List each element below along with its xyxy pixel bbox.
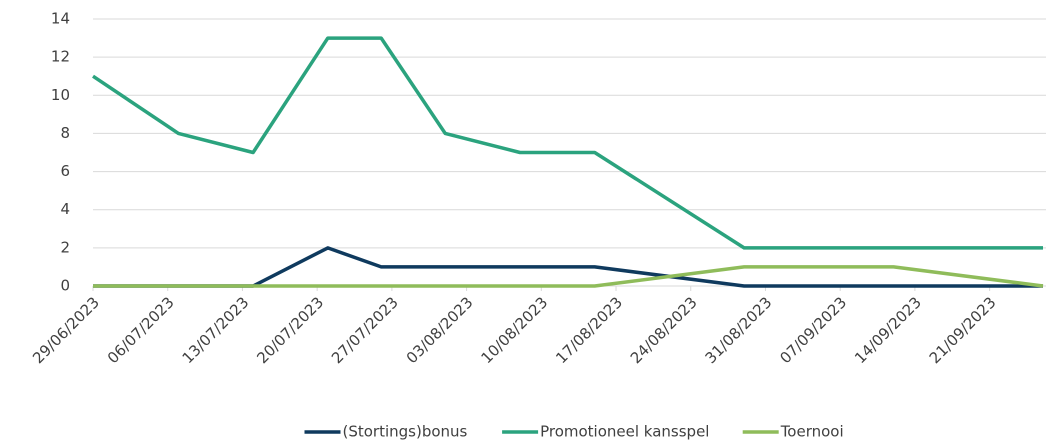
x-tick-label: 03/08/2023 [403, 293, 477, 367]
y-tick-label: 4 [60, 200, 70, 218]
x-tick-label: 24/08/2023 [627, 293, 701, 367]
legend-label: (Stortings)bonus [343, 423, 468, 441]
legend-label: Promotioneel kansspel [540, 423, 709, 441]
y-tick-label: 14 [51, 10, 70, 28]
y-tick-label: 0 [60, 277, 70, 295]
x-tick-label: 21/09/2023 [926, 293, 1000, 367]
y-tick-label: 8 [60, 124, 70, 142]
y-tick-label: 10 [51, 86, 70, 104]
x-tick-label: 17/08/2023 [552, 293, 626, 367]
x-tick-label: 31/08/2023 [702, 293, 776, 367]
x-tick-label: 10/08/2023 [477, 293, 551, 367]
x-tick-label: 14/09/2023 [851, 293, 925, 367]
legend-label: Toernooi [780, 423, 844, 441]
line [92, 36, 1043, 250]
x-tick-label: 27/07/2023 [328, 293, 402, 367]
y-tick-label: 2 [60, 238, 70, 256]
y-tick-label: 12 [51, 48, 70, 66]
x-tick-label: 07/09/2023 [776, 293, 850, 367]
x-tick-label: 13/07/2023 [179, 293, 253, 367]
x-tick-label: 20/07/2023 [253, 293, 327, 367]
x-tick-label: 06/07/2023 [104, 293, 178, 367]
y-tick-label: 6 [60, 162, 70, 180]
x-tick-label: 29/06/2023 [29, 293, 103, 367]
line [93, 265, 1044, 288]
